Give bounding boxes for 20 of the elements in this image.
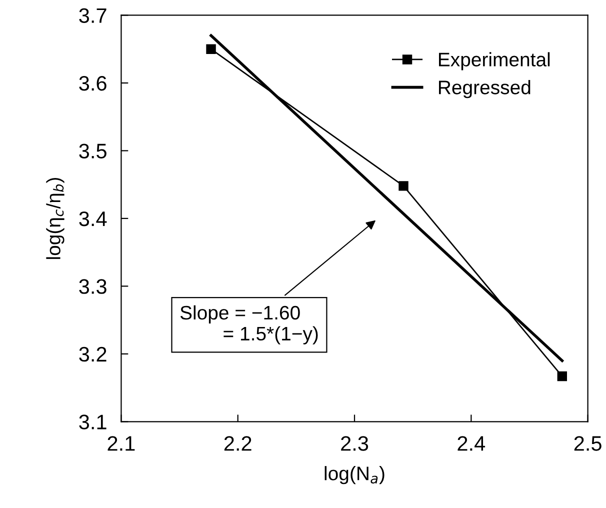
x-tick-label: 2.3 xyxy=(341,436,368,451)
x-tick-label: 2.2 xyxy=(224,436,252,451)
legend-label: Regressed xyxy=(439,80,530,98)
y-tick-label: 3.1 xyxy=(79,414,106,430)
x-tick-label: 2.5 xyxy=(574,436,602,451)
x-tick-label: 2.4 xyxy=(458,436,486,451)
point xyxy=(557,371,568,382)
y-tick-label: 3.2 xyxy=(79,346,106,362)
point xyxy=(206,44,216,54)
y-axis-title: log(η$_{c}$/η$_{b}$) xyxy=(46,178,64,259)
x-tick-label: 2.1 xyxy=(108,436,135,451)
y-tick-label: 3.4 xyxy=(79,211,107,226)
y-tick-label: 3.7 xyxy=(79,8,106,23)
x-axis-title: log(N$_{a}$) xyxy=(324,466,384,484)
y-tick-label: 3.3 xyxy=(79,279,106,294)
y-tick-label: 3.6 xyxy=(79,76,106,91)
point xyxy=(398,181,408,191)
annotation: Slope = −1.60 = 1.5*(1−y) xyxy=(180,305,318,344)
y-tick-label: 3.5 xyxy=(79,144,106,158)
legend-label: Experimental xyxy=(439,52,550,70)
